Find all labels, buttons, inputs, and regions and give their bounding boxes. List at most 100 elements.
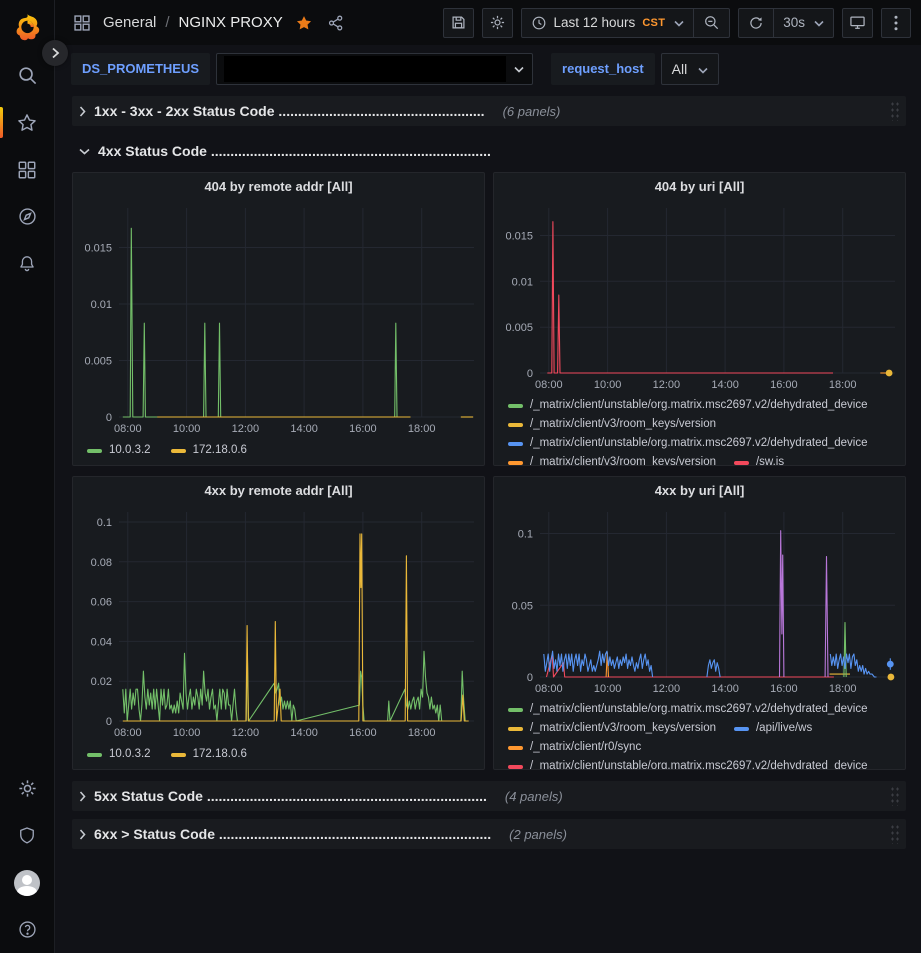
legend-item[interactable]: 10.0.3.2 [87,745,151,764]
dashboards-icon[interactable] [0,146,55,193]
svg-text:0: 0 [106,716,112,728]
refresh-button[interactable] [739,9,773,37]
variables-bar: DS_PROMETHEUS request_host All [55,45,921,92]
svg-text:0.01: 0.01 [512,276,533,288]
legend-item[interactable]: /_matrix/client/r0/sync [508,738,641,757]
clock-icon [532,16,545,29]
legend-label: 172.18.0.6 [192,444,247,456]
breadcrumb-separator: / [165,14,170,31]
svg-text:16:00: 16:00 [770,683,798,695]
row-drag-handle[interactable] [890,786,899,806]
legend-item[interactable]: 172.18.0.6 [170,441,247,460]
legend-item[interactable]: /_matrix/client/unstable/org.matrix.msc2… [508,757,868,769]
svg-text:12:00: 12:00 [653,379,681,391]
sidebar-expand-button[interactable] [42,40,68,66]
variable-label-ds-prometheus[interactable]: DS_PROMETHEUS [71,52,211,85]
legend-item[interactable]: /api/live/ws [733,719,812,738]
svg-text:12:00: 12:00 [653,683,681,695]
starred-dashboards-icon[interactable] [0,99,55,146]
row-header-1xx-3xx-2xx[interactable]: 1xx - 3xx - 2xx Status Code ............… [72,96,906,126]
chevron-down-icon [674,15,684,30]
time-series-plot[interactable]: 08:00 10:00 12:00 14:00 16:00 18:00 0 0.005 0.01… [73,200,484,437]
zoom-out-time-button[interactable] [693,8,729,37]
svg-text:10:00: 10:00 [173,423,201,435]
favorite-star-icon[interactable] [293,14,315,32]
kebab-menu-button[interactable] [881,7,911,38]
active-nav-indicator [0,107,3,138]
main-area: General / NGINX PROXY [55,0,921,953]
request-host-value: All [671,60,688,77]
legend-item[interactable]: 10.0.3.2 [87,441,151,460]
legend-label: /_matrix/client/v3/room_keys/version [530,456,716,465]
server-admin-shield-icon[interactable] [0,812,55,859]
legend-label: /sw.js [755,456,785,465]
svg-text:14:00: 14:00 [290,423,318,435]
user-avatar[interactable] [0,859,55,906]
row-title: 6xx > Status Code ......................… [94,826,492,842]
chevron-right-icon [79,105,86,117]
panel-legend: /_matrix/client/unstable/org.matrix.msc2… [494,697,905,769]
row-header-6xx[interactable]: 6xx > Status Code ......................… [72,819,906,849]
save-dashboard-button[interactable] [442,7,474,38]
panel-4xx-by-remote-addr: 4xx by remote addr [All] 08:00 10:00 12:00… [72,476,485,770]
row-header-5xx[interactable]: 5xx Status Code ........................… [72,781,906,811]
refresh-group: 30s [738,7,834,38]
svg-text:08:00: 08:00 [114,423,142,435]
variable-label-request-host[interactable]: request_host [551,52,655,85]
panel-legend: 10.0.3.2 172.18.0.6 [73,741,484,769]
time-series-plot[interactable]: 08:00 10:00 12:00 14:00 16:00 18:00 0 0.02 0.04 0… [73,504,484,741]
breadcrumb: General / NGINX PROXY [103,14,283,31]
panel-title[interactable]: 4xx by uri [All] [654,483,745,498]
legend-label: /_matrix/client/unstable/org.matrix.msc2… [530,703,868,715]
row-header-4xx[interactable]: 4xx Status Code ........................… [72,136,906,166]
svg-text:0.1: 0.1 [97,517,112,529]
legend-item[interactable]: /_matrix/client/v3/room_keys/version [508,415,716,434]
legend-label: /_matrix/client/unstable/org.matrix.msc2… [530,437,868,449]
legend-item[interactable]: /_matrix/client/unstable/org.matrix.msc2… [508,700,868,719]
legend-item[interactable]: /_matrix/client/unstable/org.matrix.msc2… [508,396,868,415]
legend-item[interactable]: /_matrix/client/v3/room_keys/version [508,719,716,738]
legend-item[interactable]: /sw.js [733,453,785,465]
time-series-plot[interactable]: 08:00 10:00 12:00 14:00 16:00 18:00 0 0.005 0.01… [494,200,905,393]
configuration-gear-icon[interactable] [0,765,55,812]
svg-text:14:00: 14:00 [711,683,739,695]
cycle-view-mode-button[interactable] [842,7,873,38]
explore-compass-icon[interactable] [0,193,55,240]
sidebar [0,0,68,953]
request-host-dropdown[interactable]: All [660,52,720,85]
datasource-dropdown[interactable] [216,52,534,85]
legend-item[interactable]: /_matrix/client/unstable/org.matrix.msc2… [508,434,868,453]
legend-swatch [170,752,186,757]
refresh-interval-dropdown[interactable]: 30s [773,8,833,37]
time-range-picker[interactable]: Last 12 hours CST [522,9,694,37]
svg-text:12:00: 12:00 [232,727,260,739]
row-panel-count: (2 panels) [509,826,567,842]
breadcrumb-section[interactable]: General [103,14,157,31]
svg-text:08:00: 08:00 [114,727,142,739]
dashboard-settings-button[interactable] [481,7,513,38]
chevron-down-icon [79,148,90,155]
help-icon[interactable] [0,906,55,953]
legend-swatch [170,448,186,453]
legend-swatch [733,726,749,731]
row-drag-handle[interactable] [890,824,899,844]
legend-label: 10.0.3.2 [109,444,151,456]
legend-item[interactable]: 172.18.0.6 [170,745,247,764]
svg-text:16:00: 16:00 [349,727,377,739]
svg-text:0.08: 0.08 [91,557,112,569]
panel-title[interactable]: 4xx by remote addr [All] [204,483,353,498]
panel-title[interactable]: 404 by remote addr [All] [204,179,353,194]
dashboard-canvas: 1xx - 3xx - 2xx Status Code ............… [55,92,921,953]
grafana-logo[interactable] [0,0,55,52]
share-icon[interactable] [325,14,347,32]
svg-text:0.1: 0.1 [518,529,533,541]
row-drag-handle[interactable] [890,101,899,121]
search-icon[interactable] [0,52,55,99]
panel-title[interactable]: 404 by uri [All] [654,179,745,194]
time-series-plot[interactable]: 08:00 10:00 12:00 14:00 16:00 18:00 0 0.05 0.1 [494,504,905,697]
svg-text:18:00: 18:00 [829,379,857,391]
alerting-bell-icon[interactable] [0,240,55,287]
page-title[interactable]: NGINX PROXY [178,14,283,31]
legend-item[interactable]: /_matrix/client/v3/room_keys/version [508,453,716,465]
